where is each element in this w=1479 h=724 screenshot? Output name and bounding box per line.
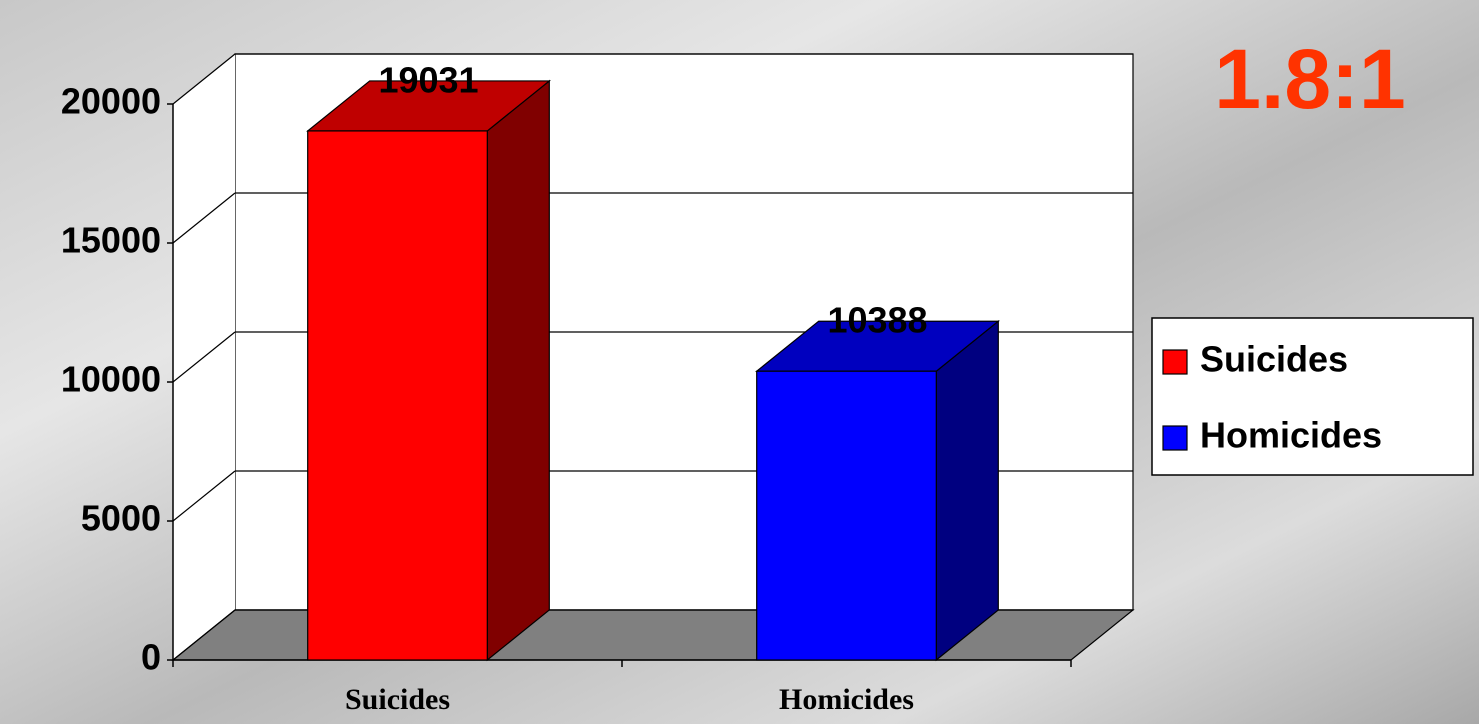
value-label: 10388	[827, 300, 927, 341]
y-tick-label: 5000	[81, 498, 161, 539]
legend-swatch	[1163, 426, 1187, 450]
chart: 1.8:1 0 5000 10000 15000 20000 Suicides Homici…	[0, 0, 1479, 724]
annotation: 1.8:1	[1214, 32, 1405, 126]
x-tick-label: Homicides	[779, 683, 914, 716]
bar	[308, 131, 488, 660]
bar	[757, 371, 937, 660]
bar-side	[487, 81, 549, 660]
y-tick-label: 10000	[61, 359, 161, 400]
bar-side	[936, 321, 998, 660]
x-tick-label: Suicides	[345, 683, 450, 716]
y-tick-label: 20000	[61, 81, 161, 122]
y-tick-label: 15000	[61, 220, 161, 261]
y-tick-label: 0	[141, 637, 161, 678]
value-label: 19031	[378, 59, 478, 100]
legend-label: Homicides	[1200, 415, 1382, 456]
legend-label: Suicides	[1200, 339, 1348, 380]
legend-swatch	[1163, 350, 1187, 374]
